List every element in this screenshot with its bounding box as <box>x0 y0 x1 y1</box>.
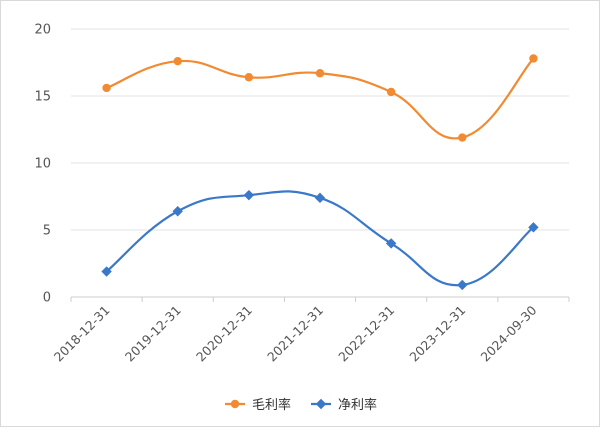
series-line <box>105 190 535 287</box>
legend-label: 净利率 <box>338 397 377 413</box>
data-point[interactable] <box>385 238 397 249</box>
y-tick-label: 10 <box>34 157 51 172</box>
legend-marker[interactable] <box>315 398 327 410</box>
legend-item[interactable]: 净利率 <box>311 397 377 413</box>
y-tick-label: 20 <box>34 23 51 38</box>
x-tick-label: 2021-12-31 <box>264 303 326 365</box>
y-tick-label: 0 <box>43 291 51 306</box>
y-tick-label: 15 <box>34 90 51 105</box>
series-1 <box>102 54 538 142</box>
legend[interactable]: 毛利率 净利率 <box>225 397 377 413</box>
x-tick-label: 2020-12-31 <box>193 303 255 365</box>
y-axis-ticks: 0 5 10 15 20 <box>34 23 51 306</box>
data-point[interactable] <box>244 73 254 82</box>
y-tick-label: 5 <box>43 224 51 239</box>
x-tick-label: 2024-09-30 <box>478 302 540 364</box>
data-point[interactable] <box>529 54 538 63</box>
legend-item[interactable]: 毛利率 <box>225 397 291 413</box>
grid-layer <box>71 28 569 231</box>
x-tick-label: 2018-12-31 <box>51 303 113 365</box>
data-point[interactable] <box>172 206 183 217</box>
data-point[interactable] <box>101 266 112 277</box>
data-point[interactable] <box>528 222 539 233</box>
data-point[interactable] <box>173 56 182 66</box>
x-tick-label: 2019-12-31 <box>122 303 184 365</box>
x-tick-label: 2023-12-31 <box>406 303 468 365</box>
x-axis: 2018-12-31 2019-12-31 2020-12-31 2021-12-31… <box>51 296 570 365</box>
data-point[interactable] <box>457 279 468 291</box>
series-2 <box>101 189 539 291</box>
data-point[interactable] <box>458 133 467 142</box>
data-point[interactable] <box>386 87 396 97</box>
data-point[interactable] <box>102 83 111 93</box>
data-point[interactable] <box>315 69 325 78</box>
series-layer <box>101 54 539 291</box>
x-tick-label: 2022-12-31 <box>335 303 397 365</box>
data-point[interactable] <box>314 192 326 204</box>
data-point[interactable] <box>243 189 255 201</box>
legend-marker[interactable] <box>230 399 240 409</box>
legend-label: 毛利率 <box>252 397 291 413</box>
